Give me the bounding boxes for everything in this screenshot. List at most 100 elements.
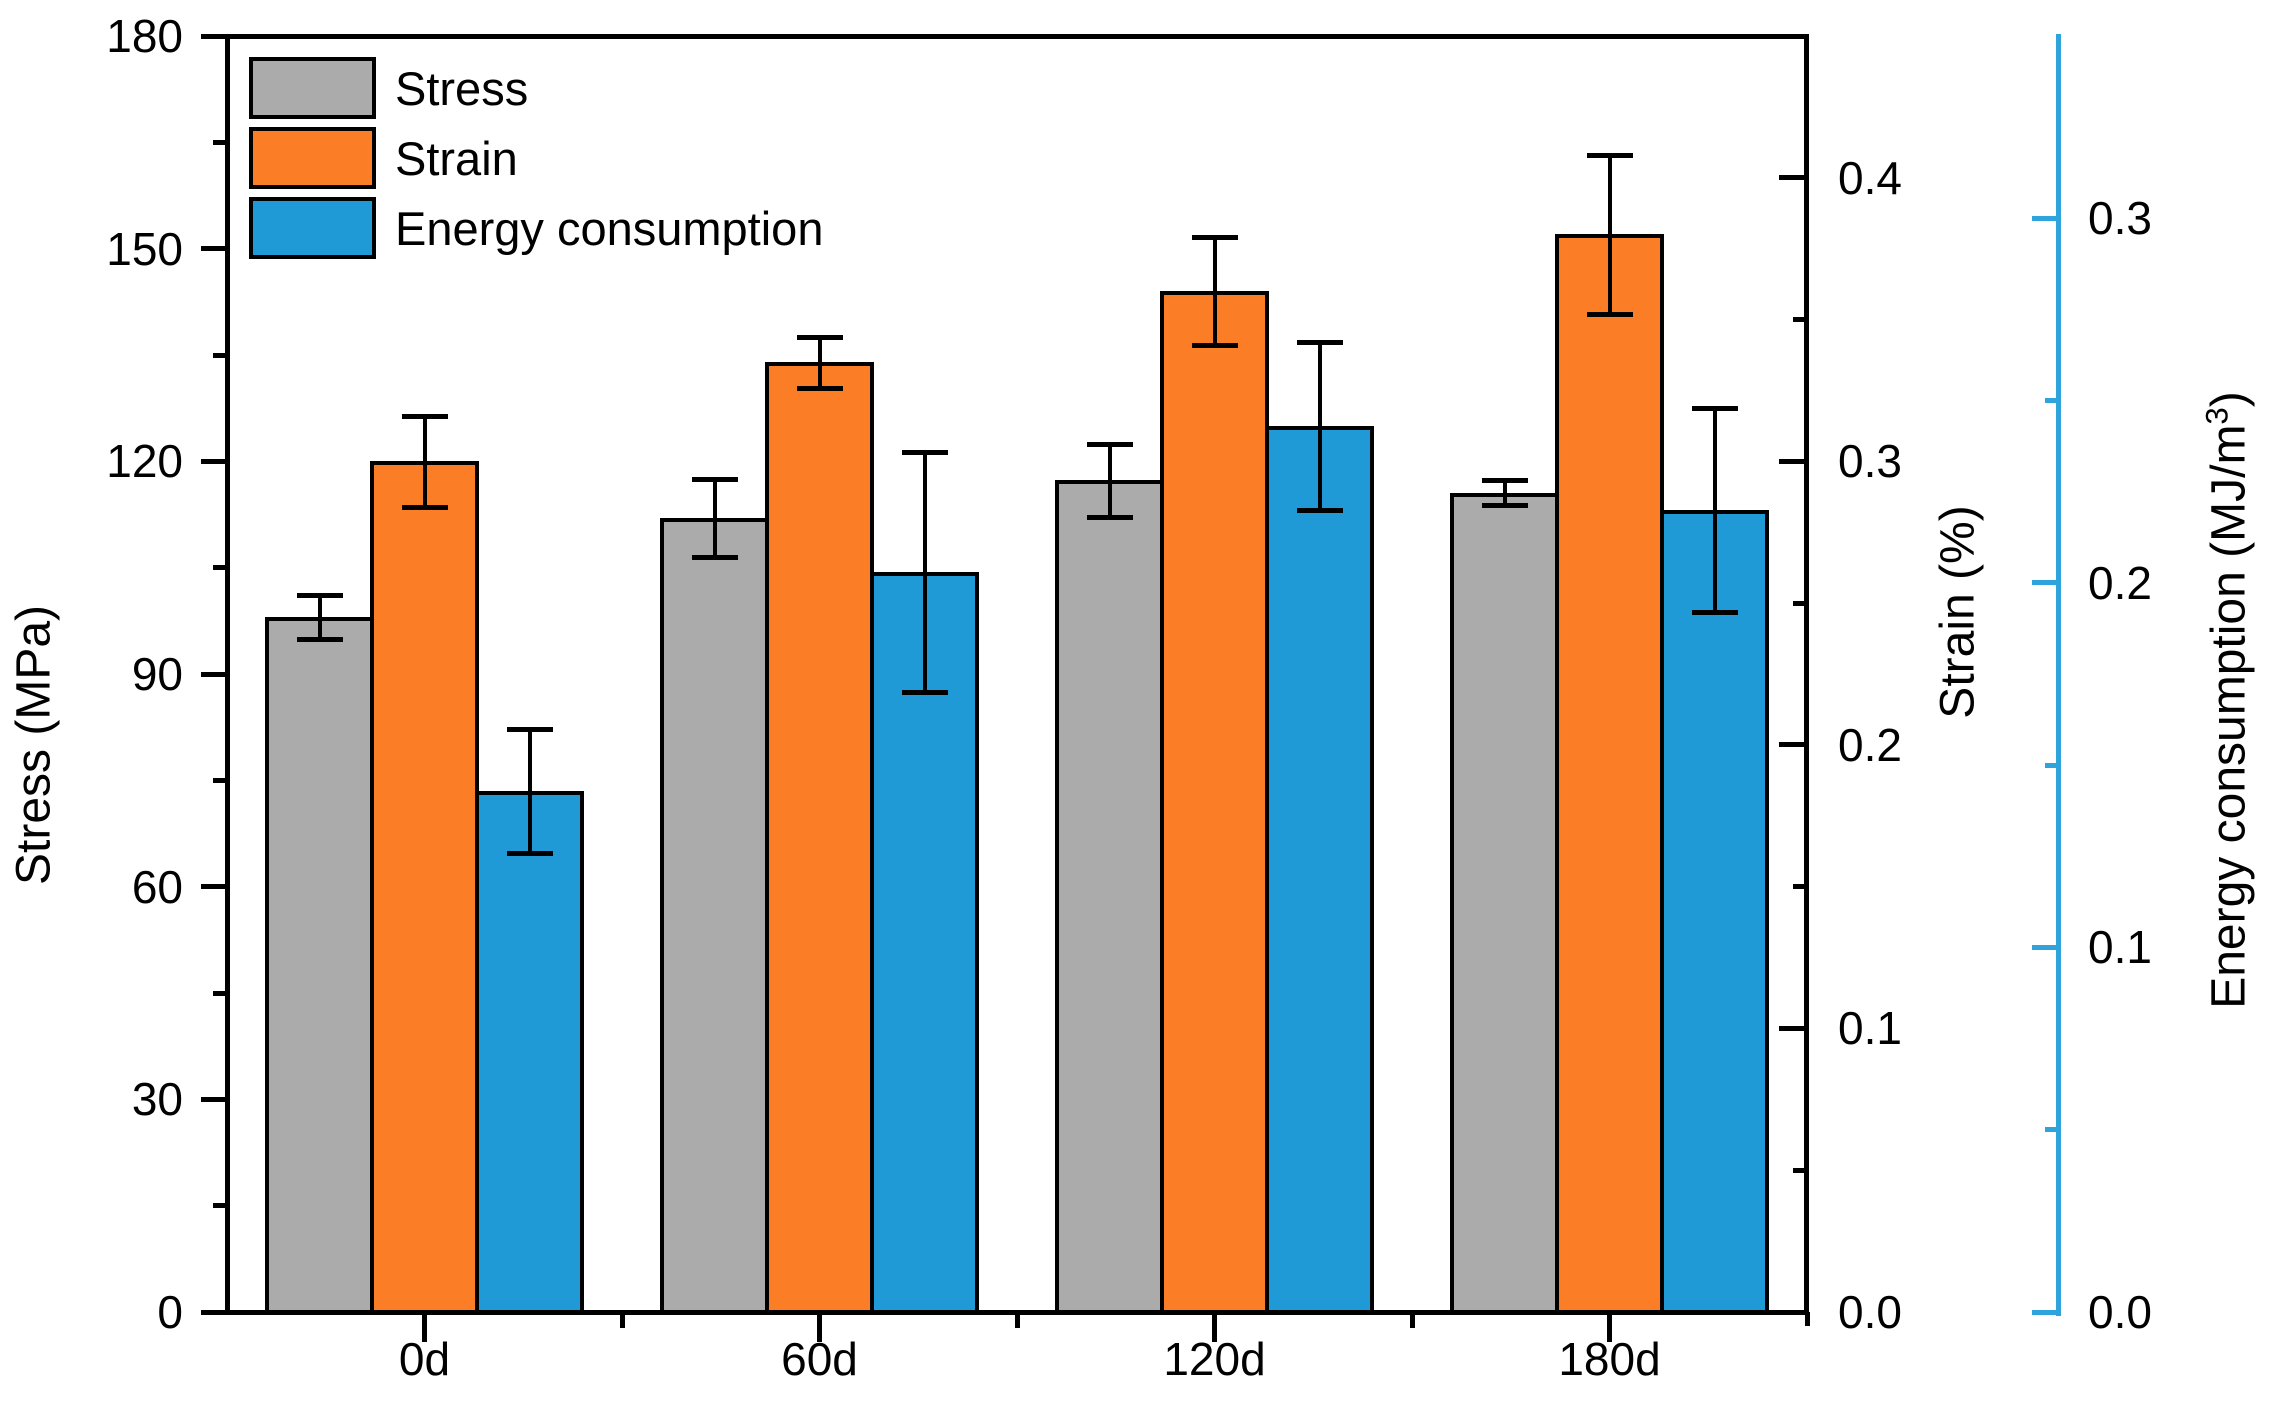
left-axis-major-tick bbox=[201, 884, 227, 890]
error-bar-stress-120d-cap-top bbox=[1086, 441, 1133, 447]
strain-axis-tick-label: 0.3 bbox=[1838, 435, 1902, 488]
error-bar-stress-180d-cap-top bbox=[1481, 478, 1528, 484]
error-bar-strain-60d bbox=[817, 336, 822, 388]
error-bar-strain-120d-cap-top bbox=[1191, 235, 1238, 241]
error-bar-strain-0d bbox=[422, 415, 427, 507]
energy-axis-title: Energy consumption (MJ/m3) bbox=[2199, 391, 2256, 1009]
legend-swatch-strain bbox=[249, 127, 376, 189]
left-axis-tick-label: 90 bbox=[131, 648, 183, 700]
strain-axis-minor-tick bbox=[1793, 884, 1807, 890]
error-bar-strain-60d-cap-top bbox=[796, 334, 843, 340]
x-tick-label-120d: 120d bbox=[1163, 1333, 1266, 1385]
energy-axis-tick-label: 0.1 bbox=[2088, 921, 2152, 974]
strain-axis-major-tick bbox=[1779, 1025, 1807, 1031]
left-axis-tick-label: 120 bbox=[106, 435, 183, 488]
left-axis-major-tick bbox=[201, 33, 227, 39]
energy-axis-line bbox=[2056, 34, 2061, 1316]
error-bar-energy-consumption-0d-cap-bottom bbox=[506, 850, 553, 856]
error-bar-energy-consumption-60d-cap-bottom bbox=[901, 690, 948, 696]
error-bar-energy-consumption-120d-cap-bottom bbox=[1296, 507, 1343, 513]
x-tick-label-180d: 180d bbox=[1558, 1333, 1661, 1385]
error-bar-strain-180d-cap-bottom bbox=[1586, 311, 1633, 317]
strain-axis-major-tick bbox=[1779, 1309, 1807, 1315]
bar-stress-0d bbox=[265, 617, 374, 1314]
x-axis-minor-tick bbox=[619, 1312, 625, 1328]
energy-axis-tick-label: 0.3 bbox=[2088, 192, 2152, 245]
error-bar-stress-180d bbox=[1502, 480, 1507, 505]
left-axis-tick-label: 30 bbox=[131, 1073, 183, 1126]
energy-axis-minor-tick bbox=[2045, 762, 2058, 768]
energy-axis-minor-tick bbox=[2045, 1127, 2058, 1133]
left-axis-tick-label: 60 bbox=[131, 860, 183, 913]
x-tick-label-60d: 60d bbox=[781, 1333, 858, 1385]
error-bar-energy-consumption-0d-cap-top bbox=[506, 726, 553, 732]
error-bar-strain-0d-cap-top bbox=[401, 413, 448, 419]
strain-axis-tick-label: 0.4 bbox=[1838, 151, 1902, 204]
bar-stress-120d bbox=[1055, 480, 1164, 1314]
error-bar-energy-consumption-60d-cap-top bbox=[901, 449, 948, 455]
error-bar-energy-consumption-180d-cap-bottom bbox=[1691, 610, 1738, 616]
error-bar-energy-consumption-180d-cap-top bbox=[1691, 405, 1738, 411]
left-axis-minor-tick bbox=[213, 1203, 227, 1209]
left-axis-major-tick bbox=[201, 246, 227, 252]
error-bar-stress-120d-cap-bottom bbox=[1086, 515, 1133, 521]
strain-axis-tick-label: 0.0 bbox=[1838, 1286, 1902, 1338]
left-axis-major-tick bbox=[201, 1096, 227, 1102]
error-bar-stress-180d-cap-bottom bbox=[1481, 502, 1528, 508]
left-axis-minor-tick bbox=[213, 565, 227, 571]
left-axis-major-tick bbox=[201, 671, 227, 677]
strain-axis-major-tick bbox=[1779, 175, 1807, 181]
strain-axis-minor-tick bbox=[1793, 600, 1807, 606]
energy-axis-major-tick bbox=[2032, 944, 2058, 950]
left-axis-title: Stress (MPa) bbox=[7, 604, 61, 886]
energy-axis-major-tick bbox=[2032, 580, 2058, 586]
error-bar-strain-120d bbox=[1212, 237, 1217, 346]
error-bar-stress-60d-cap-bottom bbox=[691, 555, 738, 561]
strain-axis-overshoot bbox=[1805, 1312, 1810, 1326]
energy-axis-tick-label: 0.2 bbox=[2088, 556, 2152, 609]
plot-box-border bbox=[225, 34, 1809, 1314]
strain-axis-tick-label: 0.1 bbox=[1838, 1002, 1902, 1055]
error-bar-stress-0d-cap-top bbox=[296, 593, 343, 599]
error-bar-energy-consumption-0d bbox=[527, 728, 532, 853]
bar-energy-consumption-120d bbox=[1265, 426, 1374, 1314]
legend-label-stress: Stress bbox=[395, 62, 529, 115]
x-axis-major-tick bbox=[817, 1312, 822, 1342]
legend-swatch-stress bbox=[249, 57, 376, 119]
error-bar-energy-consumption-120d-cap-top bbox=[1296, 340, 1343, 346]
strain-axis-major-tick bbox=[1779, 458, 1807, 464]
x-axis-major-tick bbox=[1212, 1312, 1217, 1342]
left-axis-minor-tick bbox=[213, 139, 227, 145]
energy-axis-major-tick bbox=[2032, 1309, 2058, 1315]
x-axis-minor-tick bbox=[1409, 1312, 1415, 1328]
bar-energy-consumption-0d bbox=[475, 790, 584, 1314]
error-bar-energy-consumption-60d bbox=[922, 451, 927, 693]
strain-axis-major-tick bbox=[1779, 742, 1807, 748]
bar-strain-0d bbox=[370, 461, 479, 1314]
x-axis-major-tick bbox=[1607, 1312, 1612, 1342]
error-bar-stress-120d bbox=[1107, 443, 1112, 518]
left-axis-major-tick bbox=[201, 1309, 227, 1315]
error-bar-energy-consumption-120d bbox=[1317, 342, 1322, 510]
strain-axis-minor-tick bbox=[1793, 317, 1807, 323]
error-bar-stress-0d-cap-bottom bbox=[296, 637, 343, 643]
bar-energy-consumption-180d bbox=[1660, 509, 1769, 1314]
left-axis-tick-label: 0 bbox=[157, 1286, 183, 1338]
legend-label-energy: Energy consumption bbox=[395, 202, 824, 255]
energy-axis-tick-label: 0.0 bbox=[2088, 1286, 2152, 1338]
energy-axis-major-tick bbox=[2032, 215, 2058, 221]
strain-axis-tick-label: 0.2 bbox=[1838, 718, 1902, 771]
x-axis-minor-tick bbox=[1014, 1312, 1020, 1328]
x-tick-label-0d: 0d bbox=[398, 1333, 451, 1385]
bar-stress-60d bbox=[660, 518, 769, 1314]
left-axis-tick-label: 150 bbox=[106, 222, 183, 275]
error-bar-strain-180d bbox=[1607, 155, 1612, 314]
error-bar-strain-120d-cap-bottom bbox=[1191, 343, 1238, 349]
error-bar-energy-consumption-180d bbox=[1712, 407, 1717, 613]
energy-axis-minor-tick bbox=[2045, 398, 2058, 404]
bar-strain-120d bbox=[1160, 291, 1269, 1314]
bar-stress-180d bbox=[1450, 492, 1559, 1314]
legend-swatch-energy bbox=[249, 197, 376, 259]
left-axis-minor-tick bbox=[213, 990, 227, 996]
